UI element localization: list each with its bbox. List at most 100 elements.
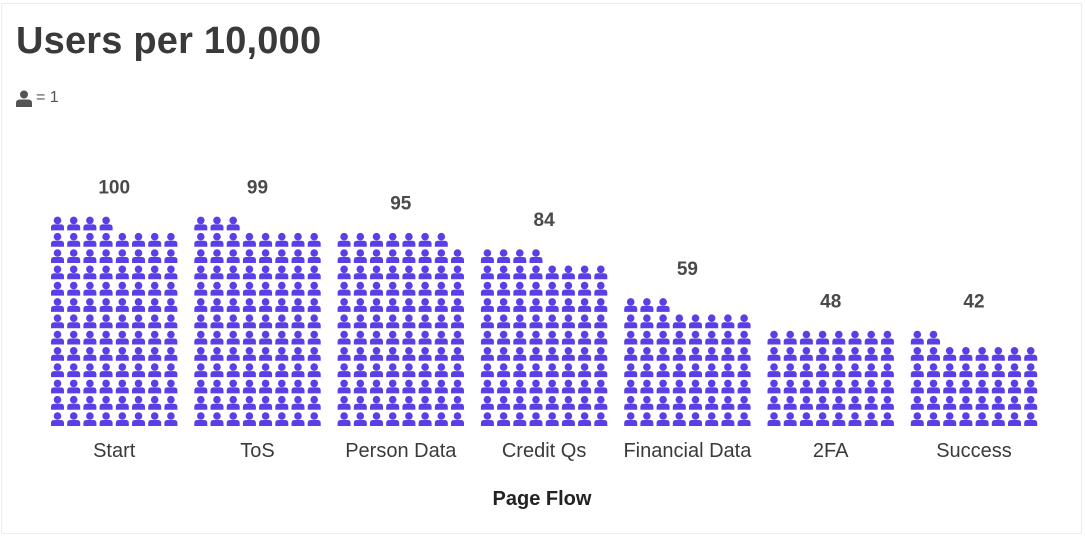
person-icon [943, 363, 957, 378]
person-icon [115, 232, 129, 247]
person-icon [115, 412, 129, 426]
person-icon [307, 281, 321, 296]
person-icon [832, 347, 846, 361]
person-icon [275, 249, 289, 263]
person-icon [848, 363, 862, 378]
person-icon [67, 363, 81, 378]
category-label: ToS [240, 440, 274, 462]
person-icon [816, 379, 830, 394]
person-icon [99, 379, 113, 394]
person-icon [164, 363, 178, 378]
person-icon [307, 347, 321, 361]
category-label: Success [936, 440, 1012, 462]
person-icon [497, 265, 511, 280]
person-icon [226, 412, 240, 426]
person-icon [164, 395, 178, 410]
person-icon [594, 412, 608, 426]
person-icon [337, 347, 351, 361]
category-label: Person Data [345, 440, 457, 462]
person-icon [402, 265, 416, 280]
person-icon [640, 314, 654, 329]
person-icon [434, 314, 448, 329]
person-icon [672, 363, 686, 378]
person-icon [1008, 347, 1021, 361]
person-icon [83, 412, 97, 426]
person-icon [783, 379, 797, 394]
person-icon [307, 249, 321, 263]
person-icon [51, 412, 64, 426]
person-icon [210, 412, 224, 426]
person-icon [226, 347, 240, 361]
person-icon [545, 314, 559, 329]
person-icon [959, 412, 973, 426]
person-icon [434, 379, 448, 394]
person-icon [275, 314, 289, 329]
person-icon [259, 249, 273, 263]
person-icon [148, 412, 162, 426]
person-icon [164, 265, 178, 280]
legend-label: = 1 [36, 89, 59, 106]
person-icon [307, 232, 321, 247]
person-icon [480, 298, 494, 312]
person-icon [434, 347, 448, 361]
person-icon [689, 363, 702, 378]
person-icon [275, 363, 289, 378]
person-icon [307, 412, 321, 426]
person-icon [656, 379, 670, 394]
person-icon [275, 232, 289, 247]
person-icon [578, 265, 592, 280]
person-icon [816, 363, 830, 378]
person-icon [291, 363, 305, 378]
person-icon [210, 314, 224, 329]
person-icon [799, 412, 813, 426]
person-icon [353, 249, 367, 263]
person-icon [705, 347, 719, 361]
person-icon [672, 379, 686, 394]
person-icon [242, 232, 256, 247]
person-icon [594, 395, 608, 410]
person-icon [132, 395, 145, 410]
person-icon [737, 330, 751, 345]
person-icon [480, 330, 494, 345]
person-icon [259, 379, 273, 394]
person-icon [99, 395, 113, 410]
person-icon [545, 347, 559, 361]
person-icon [832, 395, 846, 410]
person-icon [594, 314, 608, 329]
person-icon [83, 232, 97, 247]
person-icon [83, 347, 97, 361]
person-icon [99, 314, 113, 329]
person-icon [291, 281, 305, 296]
person-icon [480, 249, 494, 263]
person-icon [51, 232, 64, 247]
person-icon [259, 395, 273, 410]
person-icon [51, 347, 64, 361]
person-icon [799, 363, 813, 378]
person-icon [721, 314, 735, 329]
person-icon [226, 379, 240, 394]
person-icon [51, 330, 64, 345]
person-icon [402, 249, 416, 263]
person-icon [226, 281, 240, 296]
person-icon [1008, 412, 1021, 426]
person-icon [115, 265, 129, 280]
person-icon [386, 412, 400, 426]
person-icon [561, 395, 575, 410]
person-icon [451, 363, 464, 378]
person-icon [545, 265, 559, 280]
person-icon [291, 232, 305, 247]
person-icon [291, 379, 305, 394]
person-icon [132, 298, 145, 312]
person-icon [451, 314, 464, 329]
person-icon [148, 395, 162, 410]
person-icon [1024, 363, 1038, 378]
person-icon [434, 281, 448, 296]
person-icon [259, 347, 273, 361]
person-icon [67, 281, 81, 296]
person-icon [880, 363, 894, 378]
person-icon [578, 363, 592, 378]
person-icon [848, 379, 862, 394]
person-icon [689, 395, 702, 410]
person-icon [451, 379, 464, 394]
person-icon [927, 363, 940, 378]
